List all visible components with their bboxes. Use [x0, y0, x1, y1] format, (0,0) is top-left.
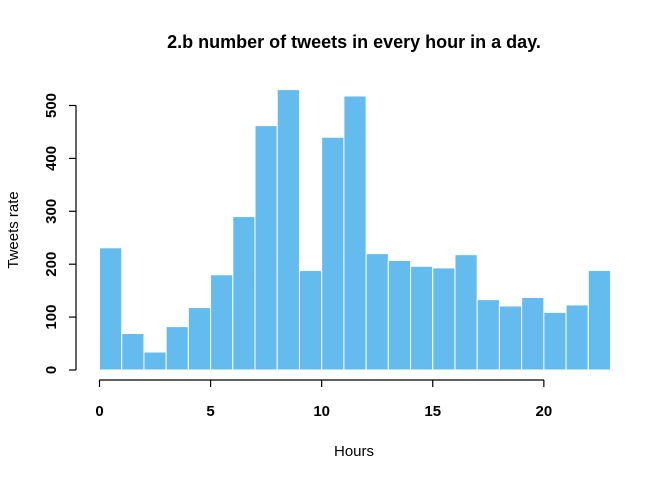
y-tick-label: 100 — [43, 305, 60, 330]
histogram-bar — [543, 311, 567, 371]
histogram-bar — [476, 299, 500, 371]
histogram-bar — [365, 253, 389, 371]
y-tick-label: 400 — [43, 146, 60, 171]
histogram-bar — [454, 254, 478, 371]
y-tick-label: 0 — [43, 366, 60, 374]
y-ticks-group: 0 100 200 300 400 500 — [43, 93, 76, 374]
histogram-bar — [165, 326, 189, 371]
x-tick-label: 5 — [206, 403, 214, 420]
x-axis-label: Hours — [334, 443, 374, 460]
histogram-bar — [521, 297, 545, 371]
y-axis-label: Tweets rate — [5, 191, 22, 269]
histogram-bar — [432, 267, 456, 371]
histogram-bar — [143, 351, 167, 371]
y-tick-label: 200 — [43, 252, 60, 277]
histogram-bar — [232, 216, 256, 371]
histogram-bar — [587, 270, 611, 371]
histogram-bar — [210, 274, 234, 371]
histogram-bar — [410, 265, 434, 371]
histogram-bar — [121, 332, 145, 371]
histogram-bar — [187, 307, 212, 371]
x-tick-label: 10 — [313, 403, 330, 420]
histogram-bar — [254, 125, 278, 371]
x-tick-label: 0 — [95, 403, 103, 420]
histogram-bar — [343, 95, 367, 371]
histogram-bar — [276, 89, 300, 371]
histogram-bar — [298, 270, 323, 371]
x-ticks-group: 0 5 10 15 20 — [95, 380, 552, 420]
histogram-bar — [321, 136, 345, 371]
chart-title: 2.b number of tweets in every hour in a … — [167, 32, 541, 52]
y-tick-label: 300 — [43, 199, 60, 224]
histogram-bar — [99, 247, 123, 371]
y-tick-label: 500 — [43, 93, 60, 118]
histogram-bar — [565, 304, 589, 371]
histogram-bar — [498, 305, 523, 371]
x-tick-label: 15 — [424, 403, 441, 420]
x-tick-label: 20 — [536, 403, 553, 420]
histogram-bar — [387, 259, 412, 371]
bars-group — [99, 89, 611, 371]
